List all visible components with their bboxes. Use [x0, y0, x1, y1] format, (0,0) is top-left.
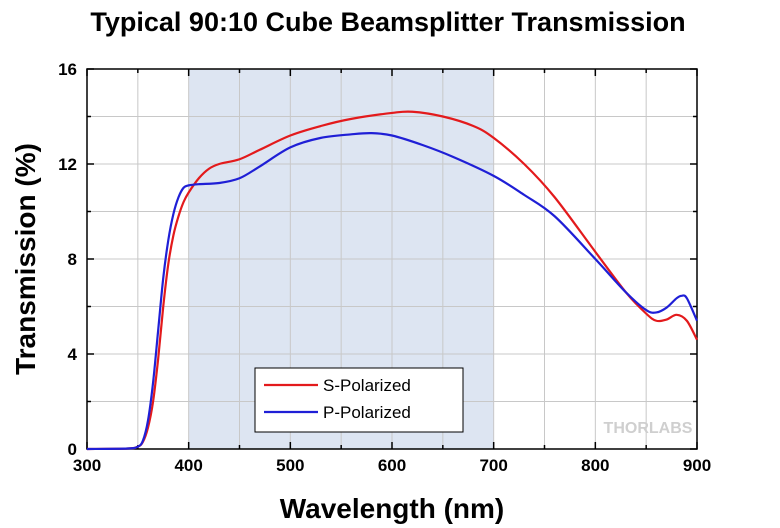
legend-box: [254, 367, 464, 433]
y-axis-label: Transmission (%): [10, 143, 41, 375]
x-tick-label: 500: [276, 456, 304, 475]
x-tick-label: 900: [683, 456, 711, 475]
y-tick-label: 0: [68, 440, 77, 459]
legend-label-p-polarized: P-Polarized: [323, 403, 411, 422]
x-tick-label: 400: [174, 456, 202, 475]
x-tick-label: 300: [73, 456, 101, 475]
axis-ticks: [86, 68, 698, 450]
chart-title: Typical 90:10 Cube Beamsplitter Transmis…: [90, 7, 685, 37]
y-tick-label: 8: [68, 250, 77, 269]
tick-labels: 300 400 500 600 700 800 900 0 4 8 12 16: [58, 60, 711, 475]
y-tick-label: 12: [58, 155, 77, 174]
x-tick-label: 700: [479, 456, 507, 475]
y-tick-label: 4: [68, 345, 78, 364]
series-line-p-polarized: [86, 131, 699, 451]
legend-label-s-polarized: S-Polarized: [323, 376, 411, 395]
series-lines: [86, 110, 699, 451]
y-tick-label: 16: [58, 60, 77, 79]
thorlabs-watermark: THORLABS: [604, 420, 693, 437]
x-tick-label: 600: [378, 456, 406, 475]
legend: S-Polarized P-Polarized: [254, 367, 464, 433]
x-axis-label: Wavelength (nm): [280, 493, 505, 524]
x-tick-label: 800: [581, 456, 609, 475]
